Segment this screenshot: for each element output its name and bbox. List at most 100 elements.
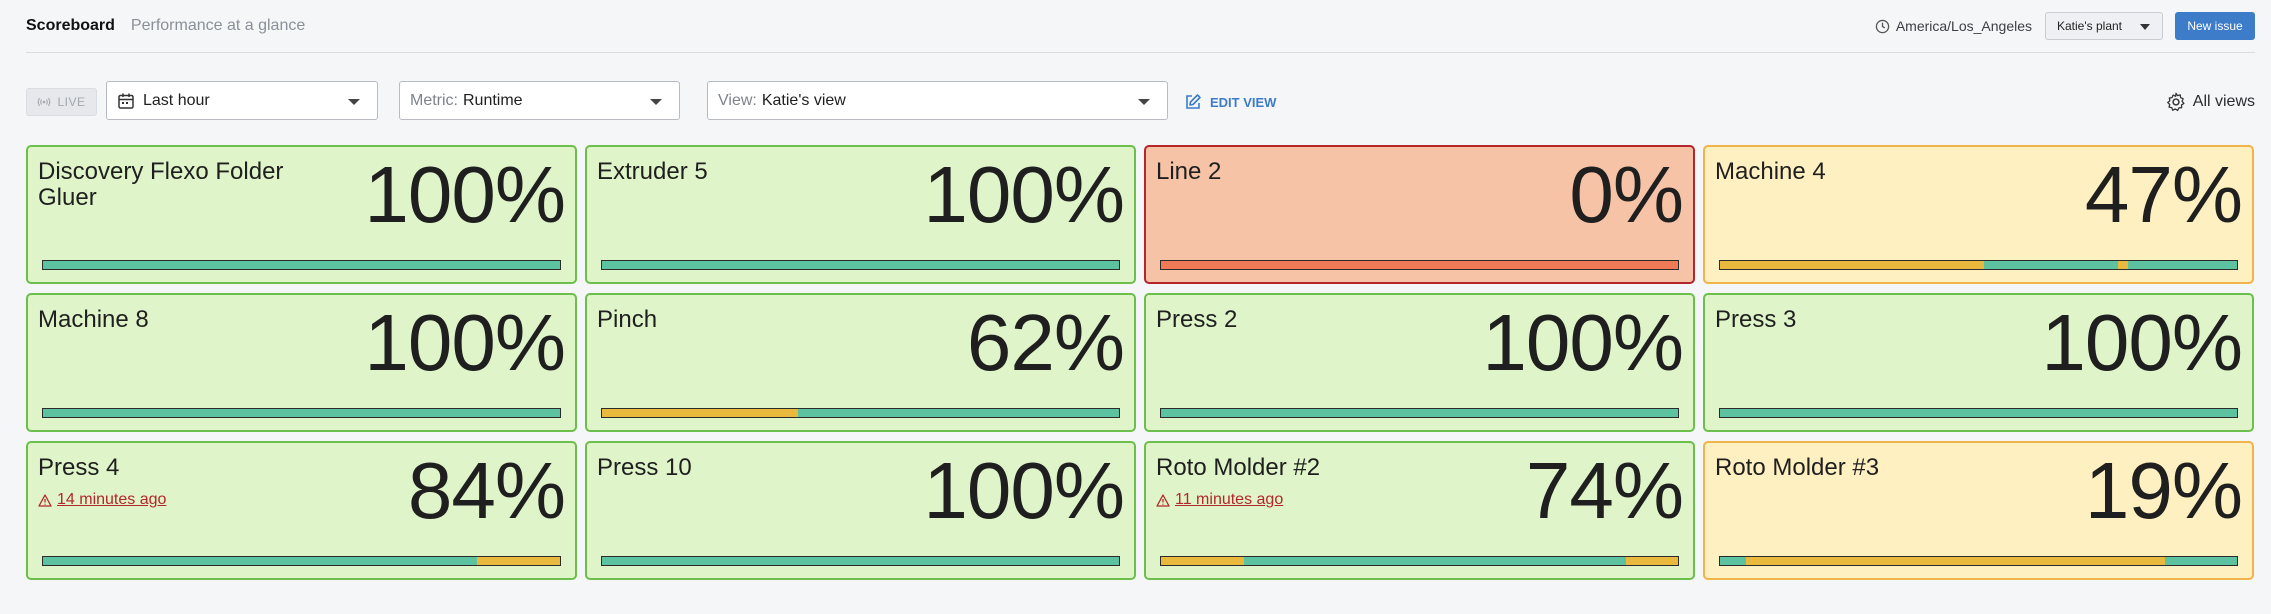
timeline-segment-running <box>1983 261 2119 269</box>
runtime-timeline-bar <box>601 408 1120 418</box>
chevron-down-icon <box>2140 24 2150 30</box>
runtime-timeline-bar <box>601 260 1120 270</box>
timeline-segment-idle <box>1745 557 2165 565</box>
timeline-segment-running <box>2164 557 2237 565</box>
machine-name: Roto Molder #3 <box>1715 454 1880 481</box>
gear-icon <box>2166 92 2185 112</box>
timeline-segment-running <box>1720 557 1746 565</box>
machine-name: Roto Molder #2 <box>1156 454 1321 481</box>
machine-tile[interactable]: Press 3 100% <box>1703 293 2254 432</box>
timeline-segment-running <box>602 557 1119 565</box>
machine-tile[interactable]: Press 10 100% <box>585 441 1136 580</box>
live-button[interactable]: LIVE <box>26 88 97 116</box>
runtime-timeline-bar <box>1719 260 2238 270</box>
alert-time: 11 minutes ago <box>1175 491 1284 508</box>
machine-tile[interactable]: Extruder 5 100% <box>585 145 1136 284</box>
runtime-percent: 74% <box>1525 446 1684 535</box>
clock-icon <box>1875 19 1890 33</box>
metric-value: Runtime <box>463 91 523 109</box>
chevron-down-icon <box>1138 99 1150 105</box>
alert-time: 14 minutes ago <box>57 491 167 508</box>
machine-name: Press 10 <box>597 454 692 481</box>
runtime-timeline-bar <box>42 260 561 270</box>
view-value: Katie's view <box>761 91 846 109</box>
chevron-down-icon <box>348 99 360 105</box>
machine-tile[interactable]: Machine 8 100% <box>26 293 577 432</box>
machine-name: Machine 8 <box>38 306 149 333</box>
timeline-segment-running <box>798 409 1119 417</box>
runtime-percent: 100% <box>1482 298 1684 387</box>
warning-icon <box>1156 493 1170 507</box>
timeline-segment-down <box>1161 261 1678 269</box>
timeline-segment-idle <box>1626 557 1678 565</box>
toolbar: LIVE Last hour Metric: Runtime View: Kat… <box>26 80 2255 120</box>
runtime-timeline-bar <box>42 408 561 418</box>
runtime-percent: 100% <box>923 150 1125 239</box>
timeline-segment-running <box>43 557 478 565</box>
timeline-segment-running <box>43 261 560 269</box>
runtime-percent: 62% <box>966 298 1125 387</box>
machine-tile[interactable]: Press 4 14 minutes ago 84% <box>26 441 577 580</box>
machine-tile[interactable]: Machine 4 47% <box>1703 145 2254 284</box>
timeline-segment-running <box>1243 557 1627 565</box>
view-select[interactable]: View: Katie's view <box>707 81 1168 120</box>
runtime-timeline-bar <box>1160 260 1679 270</box>
runtime-percent: 100% <box>923 446 1125 535</box>
plant-select-value: Katie's plant <box>2057 19 2122 33</box>
runtime-percent: 100% <box>364 298 566 387</box>
calendar-icon <box>118 93 134 109</box>
runtime-timeline-bar <box>1719 556 2238 566</box>
machine-tile[interactable]: Roto Molder #2 11 minutes ago 74% <box>1144 441 1695 580</box>
machine-name: Extruder 5 <box>597 158 708 185</box>
metric-prefix: Metric: <box>410 91 458 109</box>
machine-name: Machine 4 <box>1715 158 1826 185</box>
machine-tile[interactable]: Pinch 62% <box>585 293 1136 432</box>
timeline-segment-idle <box>477 557 560 565</box>
edit-view-button[interactable]: EDIT VIEW <box>1184 92 1276 112</box>
runtime-timeline-bar <box>601 556 1120 566</box>
machine-name: Press 2 <box>1156 306 1238 333</box>
timeline-segment-running <box>602 261 1119 269</box>
runtime-timeline-bar <box>1160 408 1679 418</box>
view-prefix: View: <box>718 91 757 109</box>
machine-tile[interactable]: Press 2 100% <box>1144 293 1695 432</box>
timeline-segment-running <box>1161 409 1678 417</box>
timeline-segment-running <box>43 409 560 417</box>
timeline-segment-running <box>1720 409 2237 417</box>
warning-icon <box>38 493 52 507</box>
runtime-percent: 100% <box>2041 298 2243 387</box>
runtime-percent: 47% <box>2084 150 2243 239</box>
edit-icon <box>1186 94 1201 109</box>
live-label: LIVE <box>57 95 86 109</box>
header-actions: America/Los_Angeles Katie's plant New is… <box>1875 12 2255 40</box>
alert-link[interactable]: 14 minutes ago <box>38 491 166 509</box>
timeline-segment-idle <box>602 409 799 417</box>
new-issue-button[interactable]: New issue <box>2175 12 2255 40</box>
timeline-segment-idle <box>1161 557 1244 565</box>
time-range-select[interactable]: Last hour <box>106 81 378 120</box>
machine-name: Press 3 <box>1715 306 1797 333</box>
machine-name: Pinch <box>597 306 658 333</box>
top-header: Scoreboard Performance at a glance Ameri… <box>26 0 2255 53</box>
machine-name: Line 2 <box>1156 158 1222 185</box>
runtime-timeline-bar <box>1719 408 2238 418</box>
runtime-percent: 100% <box>364 150 566 239</box>
machine-tile[interactable]: Discovery Flexo Folder Gluer 100% <box>26 145 577 284</box>
timezone-indicator: America/Los_Angeles <box>1875 18 2032 34</box>
machine-name: Press 4 <box>38 454 120 481</box>
all-views-button[interactable]: All views <box>2165 91 2255 113</box>
machine-tile[interactable]: Roto Molder #3 19% <box>1703 441 2254 580</box>
alert-link[interactable]: 11 minutes ago <box>1156 491 1283 509</box>
runtime-percent: 0% <box>1569 150 1684 239</box>
broadcast-icon <box>38 97 51 107</box>
runtime-timeline-bar <box>1160 556 1679 566</box>
machine-tile[interactable]: Line 2 0% <box>1144 145 1695 284</box>
machine-name: Discovery Flexo Folder Gluer <box>38 158 284 211</box>
edit-view-label: EDIT VIEW <box>1210 94 1277 110</box>
time-range-value: Last hour <box>143 91 210 109</box>
metric-select[interactable]: Metric: Runtime <box>399 81 680 120</box>
chevron-down-icon <box>650 99 662 105</box>
plant-select[interactable]: Katie's plant <box>2045 12 2163 40</box>
runtime-timeline-bar <box>42 556 561 566</box>
page-title: Scoreboard <box>26 17 115 34</box>
